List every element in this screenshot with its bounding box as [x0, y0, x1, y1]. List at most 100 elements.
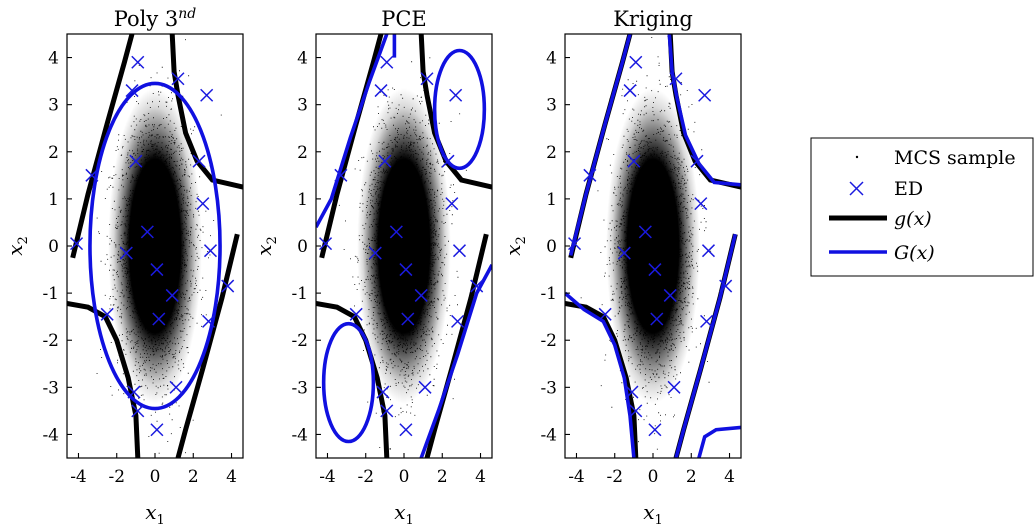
G-curve-3: [565, 291, 636, 458]
g-curve-4: [175, 233, 240, 458]
ed-point-11: [648, 263, 662, 277]
ed-point-6: [85, 168, 99, 182]
y-tick-label: 3: [546, 96, 557, 116]
panel-title: PCE: [381, 7, 427, 31]
ed-point-5: [378, 154, 392, 168]
y-tick-label: 3: [48, 96, 59, 116]
ed-point-1: [131, 55, 145, 69]
ed-point-22: [452, 244, 467, 258]
y-tick-label: 1: [297, 190, 308, 210]
ed-point-13: [221, 279, 235, 293]
y-tick-label: -2: [540, 331, 557, 351]
ed-point-8: [196, 197, 210, 211]
x-axis-label: x1: [394, 500, 414, 524]
ed-point-17: [376, 385, 390, 399]
ed-point-6: [334, 168, 348, 182]
mcs-sample-dots: [81, 39, 222, 454]
y-tick-label: -2: [291, 331, 308, 351]
plot-area: [565, 34, 741, 458]
y-tick-label: 2: [546, 143, 557, 163]
G-curve-5: [697, 425, 741, 458]
x-tick-label: 2: [437, 467, 448, 487]
y-tick-label: -4: [42, 425, 59, 445]
x-tick-label: -2: [108, 467, 125, 487]
g-curve-2: [418, 34, 492, 190]
ed-point-18: [380, 404, 394, 418]
ed-point-12: [165, 288, 179, 302]
y-tick-label: -4: [291, 425, 308, 445]
x-axis-label: x1: [145, 500, 165, 524]
ed-point-2: [420, 72, 434, 86]
ed-point-21: [568, 237, 582, 251]
panels: -4 -2 0 2 4 -4 -3 -2 -1 0 1 2 3 4 Poly 3nd x1 x2 -4 -2 0 2 4 -…: [3, 6, 742, 524]
y-tick-label: 4: [546, 49, 557, 69]
x-tick-label: 2: [188, 467, 199, 487]
ed-point-20: [399, 423, 413, 437]
legend-label-G: G(x): [894, 242, 935, 264]
ed-point-14: [598, 307, 612, 321]
panel-title: Kriging: [613, 7, 693, 31]
ed-point-6: [583, 168, 597, 182]
ed-point-7: [441, 154, 455, 168]
ed-point-10: [119, 246, 133, 260]
mcs-sample-points: [81, 39, 222, 454]
G-curve-1: [88, 81, 222, 411]
ed-point-2: [669, 72, 683, 86]
y-axis-label: x2: [3, 236, 31, 256]
ed-point-11: [150, 263, 164, 277]
ed-point-3: [623, 84, 637, 98]
panel-3: -4 -2 0 2 4 -4 -3 -2 -1 0 1 2 3 4 Kriging x1 x2: [501, 7, 742, 524]
x-tick-label: 4: [724, 467, 735, 487]
ed-point-8: [694, 197, 708, 211]
ed-point-14: [100, 307, 114, 321]
panel-2: -4 -2 0 2 4 -4 -3 -2 -1 0 1 2 3 4 PCE x1 x2: [252, 7, 493, 524]
ed-point-4: [449, 88, 463, 102]
x-tick-label: -4: [70, 467, 87, 487]
y-tick-label: 0: [297, 237, 308, 257]
y-tick-label: -3: [42, 378, 59, 398]
ed-point-18: [629, 404, 643, 418]
ed-point-17: [625, 385, 639, 399]
ed-point-8: [445, 197, 459, 211]
x-tick-label: 0: [399, 467, 410, 487]
y-tick-label: 1: [48, 190, 59, 210]
ed-point-14: [349, 307, 363, 321]
ed-point-19: [667, 380, 681, 394]
y-tick-label: -4: [540, 425, 557, 445]
mcs-sample-dots: [338, 55, 467, 450]
ed-point-3: [374, 84, 388, 98]
y-tick-label: 4: [297, 49, 308, 69]
legend: MCS sample ED g(x) G(x): [810, 137, 1034, 277]
y-tick-label: -1: [540, 284, 557, 304]
legend-entry-G: G(x): [829, 242, 935, 264]
ed-point-17: [127, 385, 141, 399]
x-tick-label: -2: [606, 467, 623, 487]
y-axis-label: x2: [501, 236, 529, 256]
legend-label-g: g(x): [894, 208, 932, 230]
y-tick-label: 1: [546, 190, 557, 210]
ed-point-16: [202, 314, 216, 328]
plot-area: [67, 34, 243, 458]
ed-point-9: [638, 225, 652, 239]
ed-point-21: [319, 237, 333, 251]
ed-point-4: [200, 88, 214, 102]
G-curve-3: [432, 48, 487, 171]
ed-point-15: [650, 312, 664, 326]
ed-point-5: [129, 154, 143, 168]
ed-point-5: [627, 154, 641, 168]
x-tick-label: -4: [319, 467, 336, 487]
plot-area: [316, 34, 492, 458]
x-tick-label: 0: [150, 467, 161, 487]
ed-point-11: [399, 263, 413, 277]
ed-point-15: [152, 312, 166, 326]
legend-ed-marker: [849, 181, 864, 196]
y-tick-label: -2: [42, 331, 59, 351]
ed-point-9: [389, 225, 403, 239]
legend-sample-marker: [855, 155, 859, 159]
ed-point-13: [470, 279, 484, 293]
panel-title: Poly 3nd: [114, 6, 197, 31]
x-tick-label: 4: [226, 467, 237, 487]
ed-point-9: [140, 225, 154, 239]
g-curve-3: [67, 301, 141, 458]
